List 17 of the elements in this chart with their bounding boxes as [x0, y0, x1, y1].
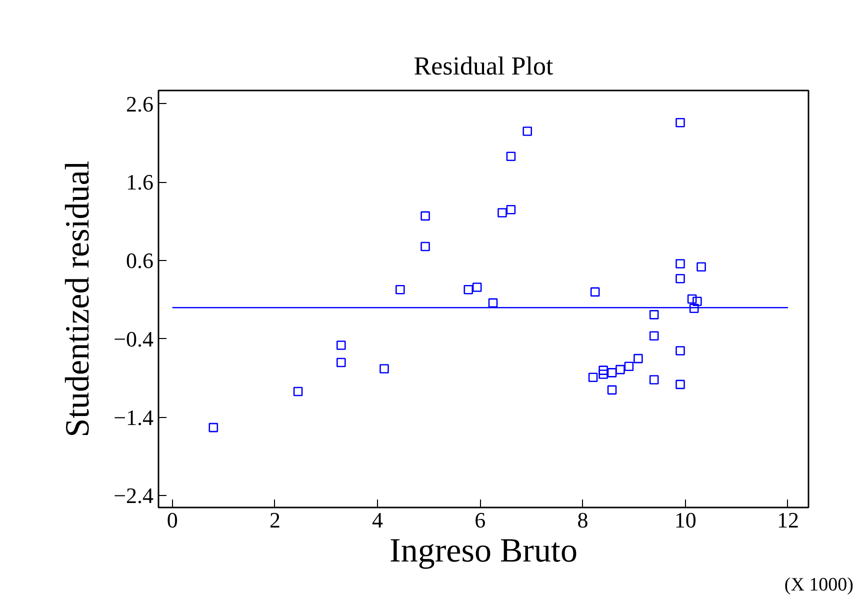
y-tick-label: −2.4 — [114, 483, 154, 508]
x-tick-label: 10 — [674, 508, 696, 532]
x-tick-label: 0 — [166, 508, 178, 532]
x-tick-label: 2 — [269, 508, 280, 532]
y-tick-label: −1.4 — [114, 404, 154, 430]
y-tick-label: 1.6 — [126, 170, 154, 195]
x-tick-label: 12 — [776, 508, 799, 532]
y-tick-label: 2.6 — [126, 91, 154, 116]
chart-title: Residual Plot — [414, 52, 554, 80]
x-tick-label: 6 — [474, 508, 486, 532]
text: (X 1000) — [784, 574, 854, 596]
y-tick-label: −0.4 — [114, 326, 154, 352]
y-axis-title: Studentized residual — [60, 160, 97, 438]
x-axis-title: Ingreso Bruto — [390, 532, 578, 570]
x-tick-label: 4 — [372, 508, 384, 532]
y-tick-label: 0.6 — [126, 248, 154, 274]
x-tick-label: 8 — [577, 508, 588, 532]
